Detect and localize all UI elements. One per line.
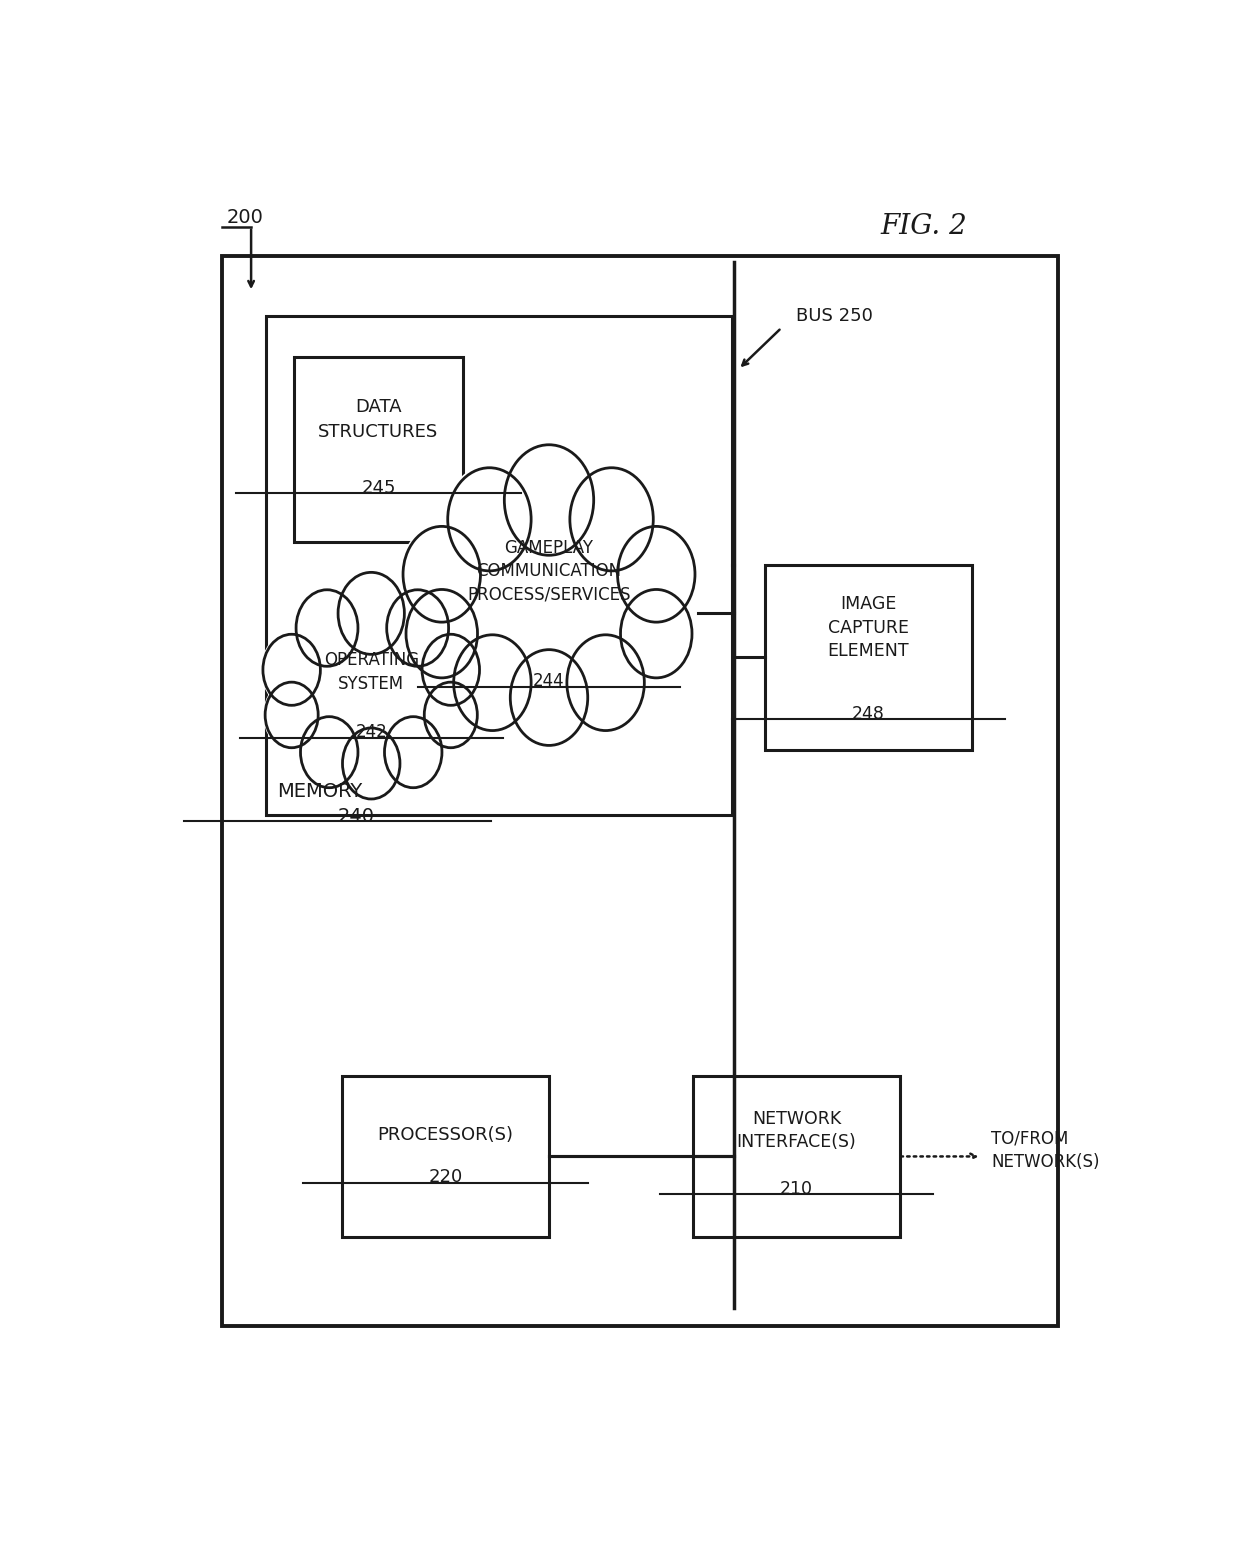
Bar — [222, 256, 1058, 1325]
Text: 242: 242 — [356, 724, 387, 741]
Circle shape — [383, 714, 444, 790]
Text: PROCESSOR(S): PROCESSOR(S) — [378, 1126, 513, 1143]
Text: FIG. 2: FIG. 2 — [880, 213, 967, 241]
Circle shape — [295, 588, 360, 668]
Text: 244: 244 — [533, 673, 565, 690]
Text: DATA
STRUCTURES: DATA STRUCTURES — [319, 398, 439, 441]
Circle shape — [451, 633, 533, 733]
Circle shape — [299, 602, 443, 779]
Circle shape — [262, 633, 322, 707]
Bar — [342, 1077, 549, 1236]
Bar — [765, 565, 972, 750]
Text: MEMORY: MEMORY — [277, 782, 362, 801]
Circle shape — [386, 588, 450, 668]
Circle shape — [404, 588, 480, 680]
Circle shape — [401, 525, 482, 625]
Circle shape — [615, 525, 697, 625]
Circle shape — [264, 680, 320, 750]
Text: 200: 200 — [227, 208, 264, 227]
Circle shape — [565, 633, 646, 733]
Circle shape — [508, 647, 590, 748]
Text: BUS 250: BUS 250 — [796, 307, 873, 326]
Circle shape — [445, 464, 533, 574]
Circle shape — [423, 680, 479, 750]
Text: 245: 245 — [361, 480, 396, 497]
Text: IMAGE
CAPTURE
ELEMENT: IMAGE CAPTURE ELEMENT — [828, 596, 909, 660]
Bar — [693, 1077, 900, 1236]
Circle shape — [420, 633, 481, 707]
Bar — [265, 316, 732, 815]
Text: 210: 210 — [780, 1180, 813, 1199]
Circle shape — [502, 441, 596, 559]
Text: 240: 240 — [337, 807, 374, 826]
Text: GAMEPLAY
COMMUNICATION
PROCESS/SERVICES: GAMEPLAY COMMUNICATION PROCESS/SERVICES — [467, 539, 631, 603]
Text: TO/FROM
NETWORK(S): TO/FROM NETWORK(S) — [991, 1129, 1100, 1171]
Bar — [294, 358, 463, 542]
Circle shape — [619, 588, 694, 680]
Circle shape — [453, 481, 646, 721]
Circle shape — [568, 464, 656, 574]
Circle shape — [299, 714, 360, 790]
Text: 248: 248 — [852, 705, 885, 724]
Text: OPERATING
SYSTEM: OPERATING SYSTEM — [324, 651, 419, 693]
Text: NETWORK
INTERFACE(S): NETWORK INTERFACE(S) — [737, 1109, 857, 1151]
Circle shape — [341, 727, 402, 801]
Circle shape — [336, 571, 405, 656]
Text: 220: 220 — [429, 1168, 463, 1187]
